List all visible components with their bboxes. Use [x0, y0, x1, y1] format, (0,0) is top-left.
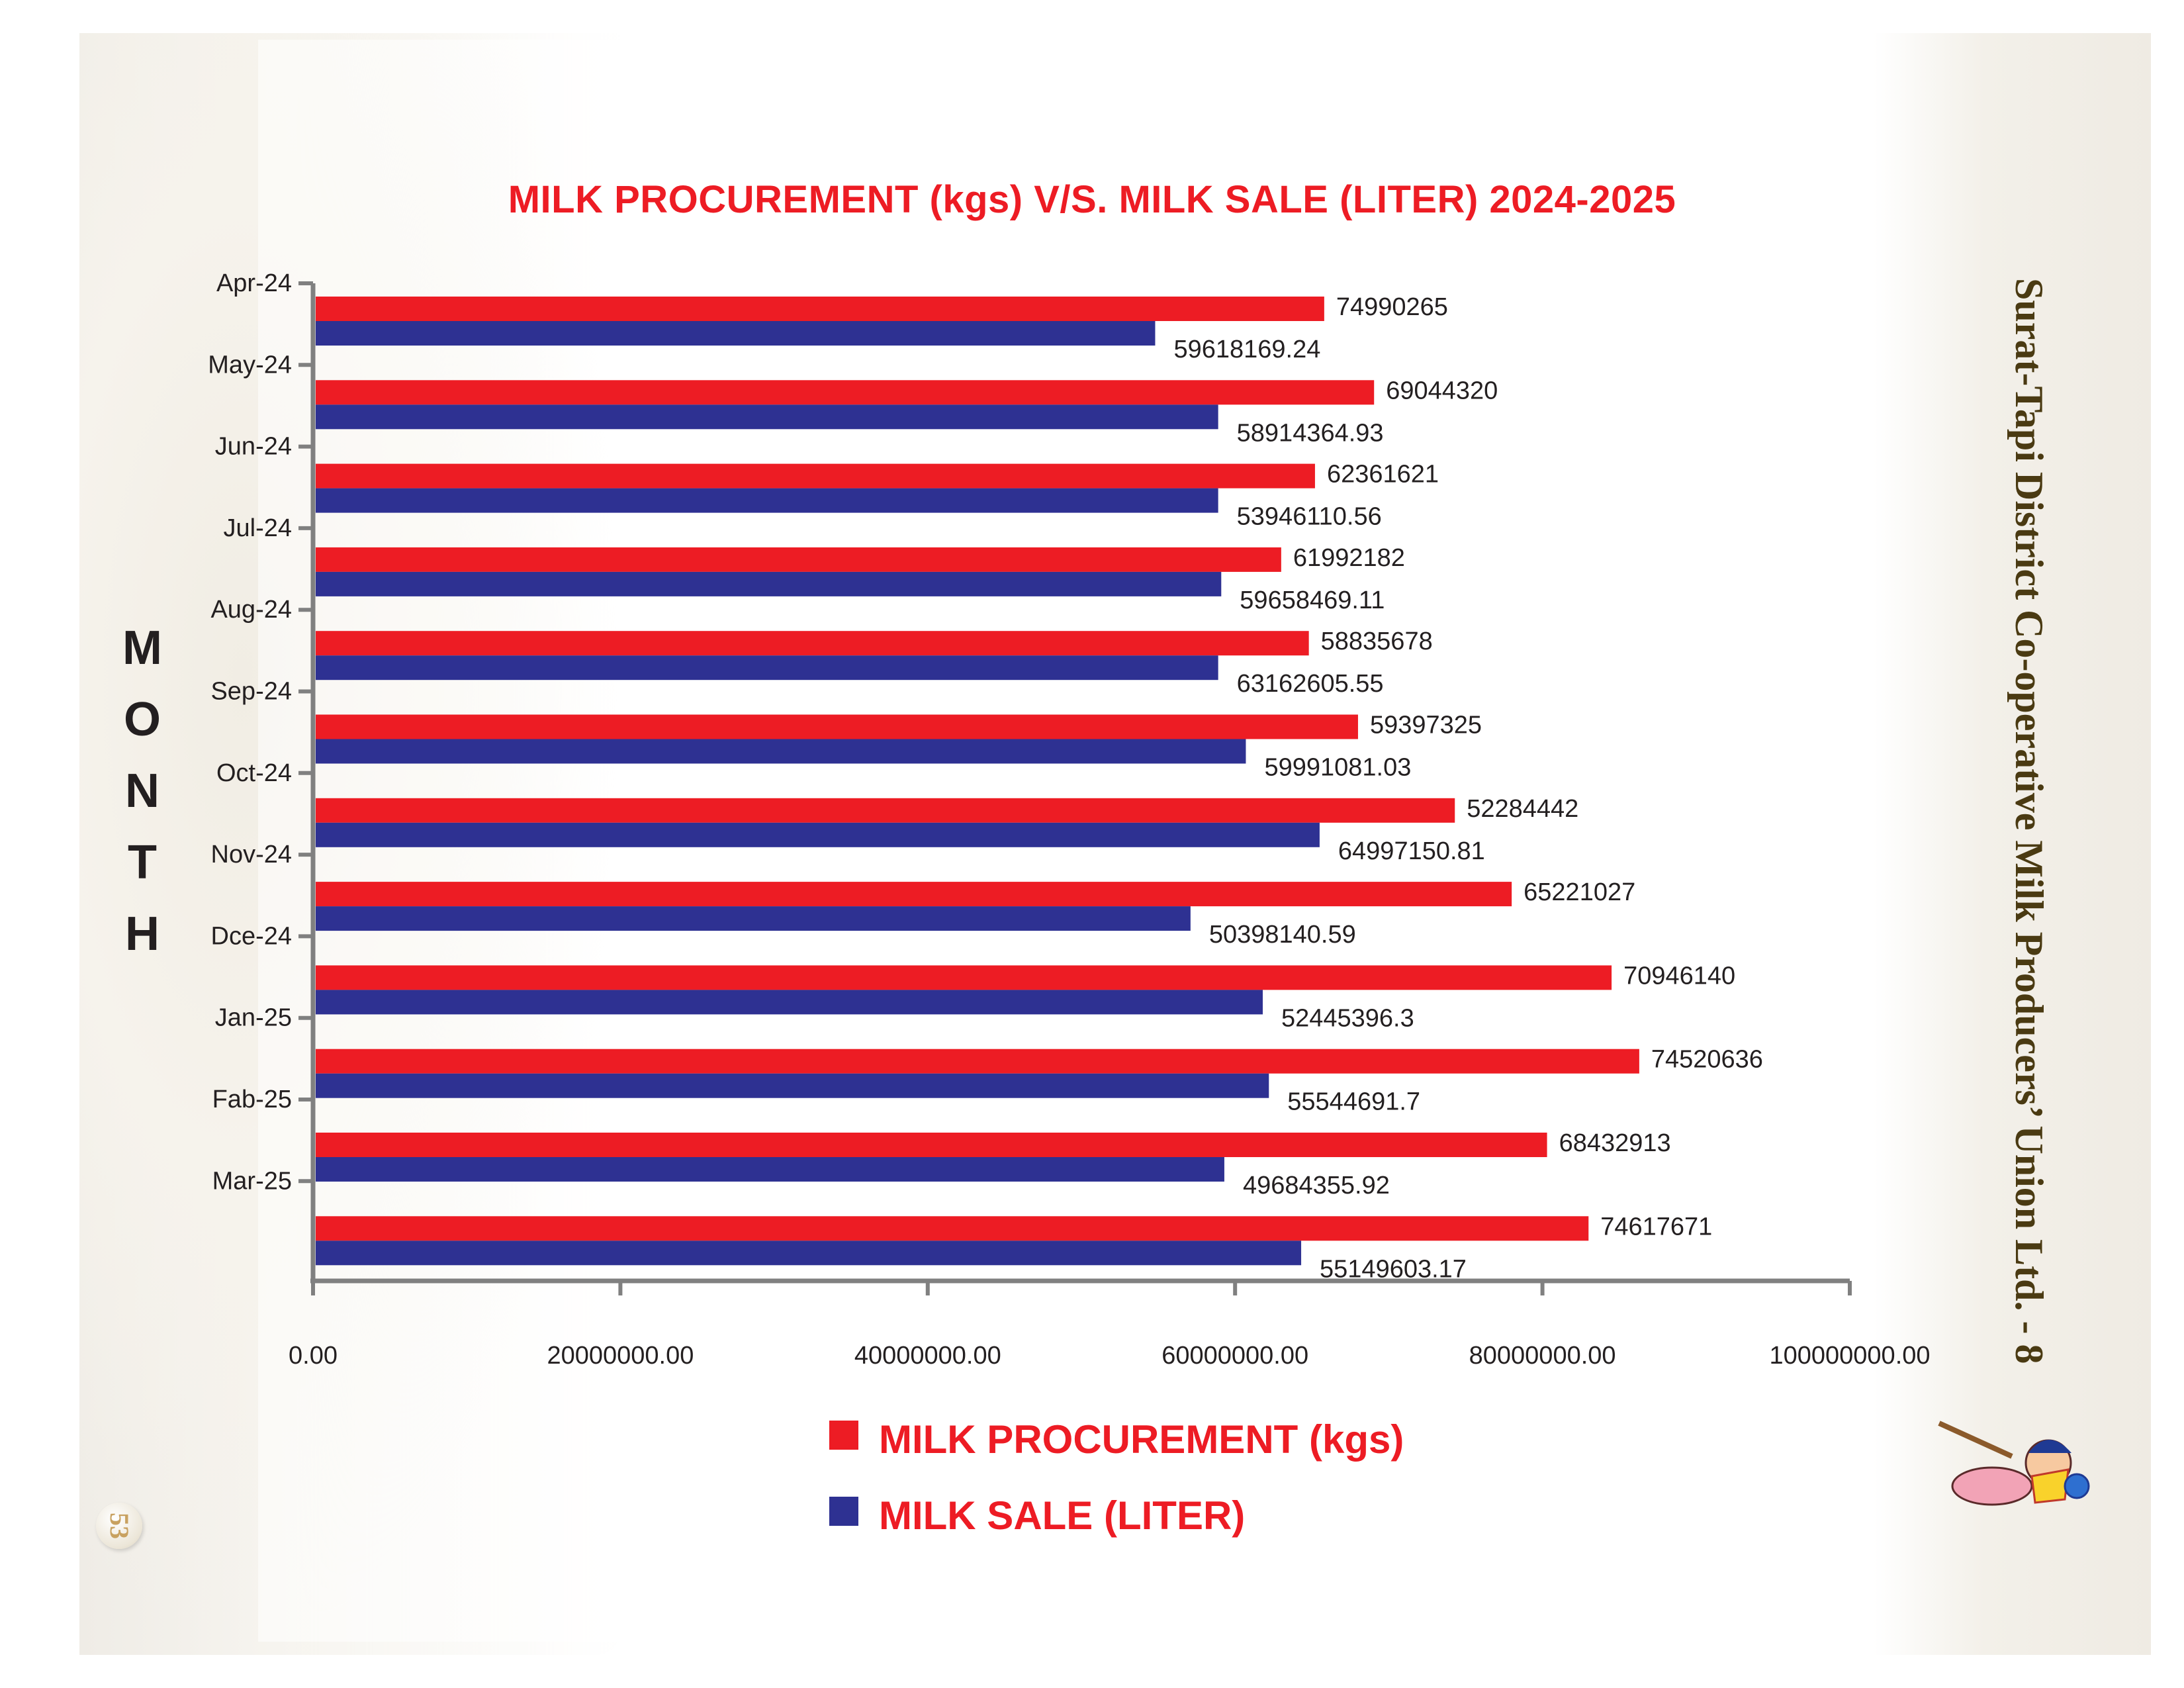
legend-swatch — [829, 1497, 858, 1526]
procurement-bar — [316, 798, 1455, 823]
procurement-value-label: 62361621 — [1327, 461, 1439, 489]
procurement-bar — [316, 1133, 1547, 1157]
procurement-value-label: 74990265 — [1336, 293, 1448, 321]
x-tick-label: 40000000.00 — [854, 1342, 1001, 1370]
x-tick-label: 80000000.00 — [1469, 1342, 1616, 1370]
sale-bar — [316, 990, 1263, 1015]
page-number-badge: 53 — [96, 1503, 142, 1549]
sale-bar — [316, 906, 1191, 931]
procurement-value-label: 65221027 — [1524, 878, 1635, 906]
procurement-bar — [316, 463, 1315, 489]
procurement-bar — [316, 965, 1612, 990]
legend-swatch — [829, 1421, 858, 1450]
y-tick-label: Fab-25 — [212, 1086, 292, 1113]
y-tick-label: Mar-25 — [212, 1167, 292, 1195]
sale-bar — [316, 1241, 1302, 1266]
mascot-illustration — [1938, 1421, 2090, 1506]
y-tick-label: Apr-24 — [216, 269, 292, 297]
procurement-bar — [316, 547, 1281, 572]
sale-value-label: 55544691.7 — [1287, 1088, 1420, 1116]
sale-value-label: 53946110.56 — [1237, 503, 1382, 531]
procurement-value-label: 74617671 — [1600, 1213, 1712, 1241]
procurement-bar — [316, 631, 1309, 656]
sale-bar — [316, 739, 1246, 764]
x-tick-label: 60000000.00 — [1161, 1342, 1308, 1370]
sale-value-label: 55149603.17 — [1320, 1255, 1467, 1283]
sale-bar — [316, 404, 1218, 430]
y-tick-label: Jun-24 — [215, 433, 292, 461]
sale-value-label: 59618169.24 — [1173, 336, 1320, 363]
y-tick-label: Sep-24 — [210, 678, 292, 706]
y-tick-label: Aug-24 — [210, 596, 292, 624]
procurement-bar — [316, 1216, 1589, 1241]
milk-splash-right-decoration — [1873, 33, 2151, 1655]
sale-bar — [316, 655, 1218, 680]
chart-title: MILK PROCUREMENT (kgs) V/S. MILK SALE (L… — [508, 178, 1676, 221]
x-tick-label: 100000000.00 — [1769, 1342, 1930, 1370]
sale-bar — [316, 321, 1156, 346]
sale-value-label: 58914364.93 — [1237, 419, 1384, 447]
legend-label: MILK PROCUREMENT (kgs) — [879, 1417, 1404, 1462]
y-tick-label: Nov-24 — [211, 841, 293, 868]
y-tick-label: May-24 — [208, 351, 292, 379]
y-axis-title-letter: O — [123, 693, 161, 746]
sale-value-label: 64997150.81 — [1338, 837, 1485, 865]
procurement-value-label: 69044320 — [1386, 377, 1498, 404]
procurement-value-label: 61992182 — [1293, 544, 1405, 572]
y-axis-title-letter: M — [122, 622, 162, 675]
procurement-bar — [316, 297, 1324, 321]
y-tick-label: Oct-24 — [216, 759, 292, 787]
y-tick-label: Dce-24 — [211, 922, 293, 950]
procurement-value-label: 52284442 — [1467, 795, 1578, 823]
procurement-value-label: 68432913 — [1559, 1129, 1671, 1157]
procurement-bar — [316, 380, 1375, 405]
y-axis-title-letter: H — [125, 908, 159, 961]
sale-value-label: 49684355.92 — [1243, 1172, 1390, 1199]
sale-bar — [316, 488, 1218, 513]
sale-bar — [316, 1157, 1224, 1182]
sale-bar — [316, 1073, 1269, 1098]
procurement-bar — [316, 1049, 1639, 1074]
sale-value-label: 59991081.03 — [1264, 754, 1411, 782]
y-axis-title-letter: N — [125, 765, 159, 818]
sale-value-label: 59658469.11 — [1240, 586, 1385, 614]
organization-name: Surat-Tapi District Co-operative Milk Pr… — [2007, 278, 2051, 1364]
x-tick-label: 20000000.00 — [547, 1342, 694, 1370]
sale-value-label: 50398140.59 — [1209, 921, 1356, 949]
x-tick-label: 0.00 — [289, 1342, 338, 1370]
y-tick-label: Jan-25 — [215, 1004, 292, 1032]
procurement-bar — [316, 714, 1358, 739]
procurement-bar — [316, 882, 1512, 907]
sale-bar — [316, 822, 1320, 847]
procurement-value-label: 59397325 — [1370, 712, 1482, 739]
procurement-value-label: 74520636 — [1651, 1046, 1763, 1074]
procurement-value-label: 70946140 — [1623, 962, 1735, 990]
y-tick-label: Jul-24 — [224, 514, 293, 542]
sale-bar — [316, 571, 1222, 596]
procurement-value-label: 58835678 — [1321, 628, 1433, 655]
sale-value-label: 63162605.55 — [1237, 670, 1384, 698]
legend-label: MILK SALE (LITER) — [879, 1493, 1246, 1538]
y-axis-title-letter: T — [128, 836, 157, 889]
sale-value-label: 52445396.3 — [1281, 1004, 1414, 1032]
